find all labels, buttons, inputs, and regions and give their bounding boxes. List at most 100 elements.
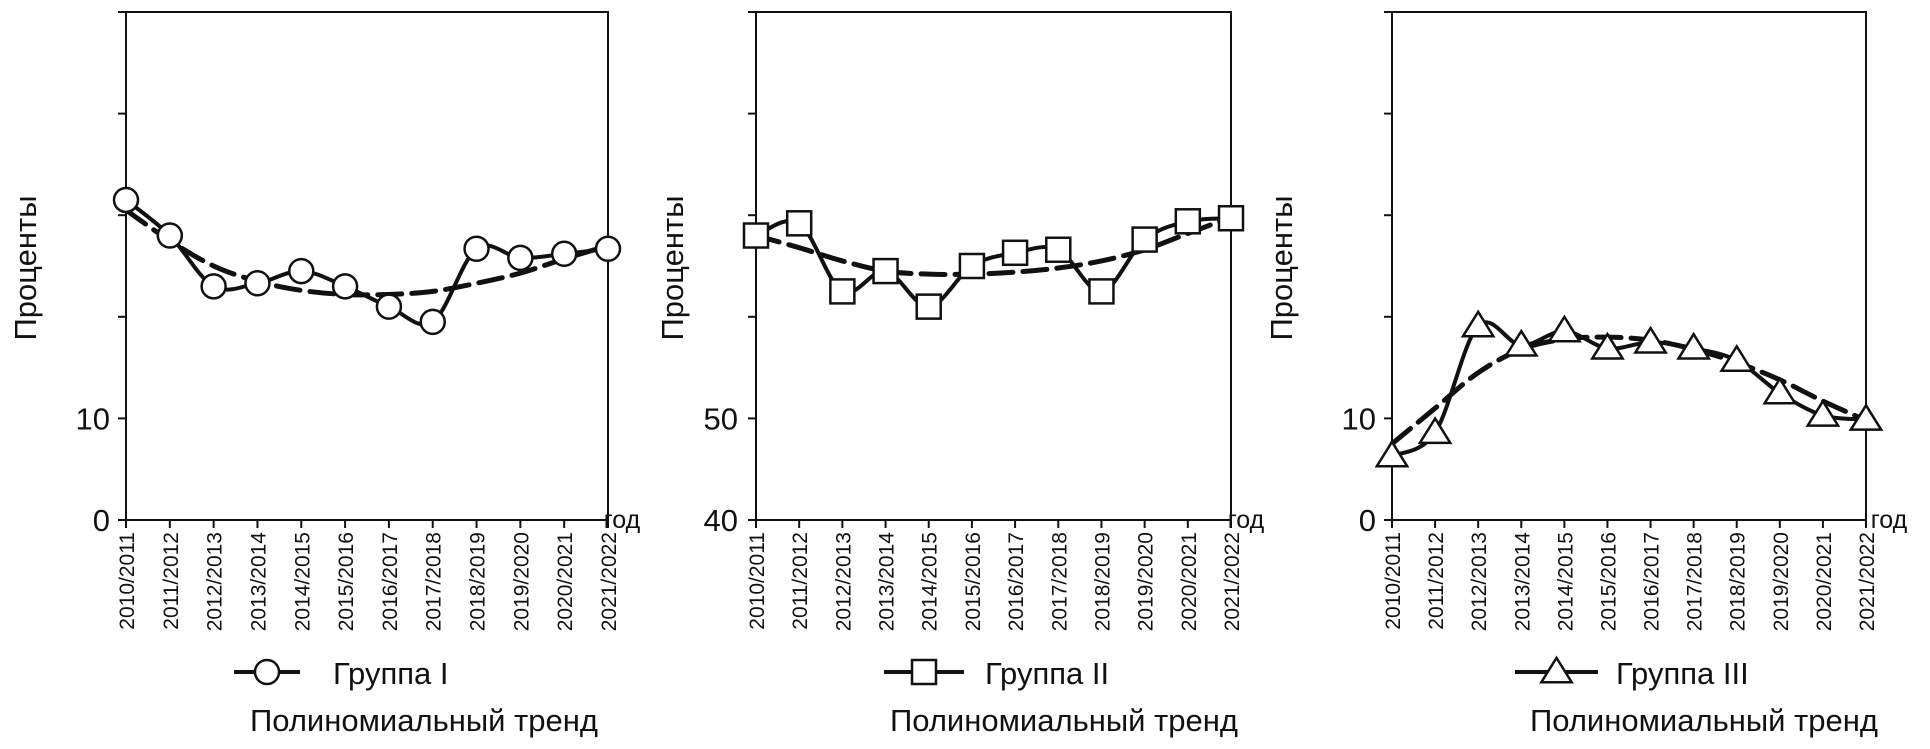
y-axis-title: Проценты — [1264, 195, 1299, 340]
legend-label: Группа I — [333, 656, 448, 691]
y-axis-title: Проценты — [8, 195, 43, 340]
data-point — [331, 273, 359, 300]
data-point — [1045, 236, 1072, 263]
data-point — [1848, 402, 1884, 431]
data-point — [958, 252, 986, 280]
data-point — [785, 210, 813, 237]
trend-legend-label: Полиномиальный тренд — [250, 703, 598, 738]
chart-group-1: 0 10 2010/2011 2011/2012 2012/2013 2013/2014 2… — [8, 11, 641, 738]
data-point — [829, 278, 856, 305]
data-point — [742, 222, 770, 249]
legend-marker — [1539, 655, 1574, 684]
y-tick-label: 0 — [1359, 503, 1376, 538]
x-tick-label: 2015/2016 — [962, 532, 985, 631]
data-point — [1417, 416, 1453, 445]
x-tick-label: 2012/2013 — [1468, 532, 1491, 631]
x-tick-label: 2013/2014 — [876, 532, 899, 632]
x-tick-label: 2017/2018 — [1048, 532, 1071, 631]
x-tick-label: 2014/2015 — [291, 532, 314, 631]
data-point — [1633, 325, 1668, 354]
x-tick-label: 2015/2016 — [1597, 532, 1620, 631]
series-line — [124, 198, 609, 327]
chart-group-2: 40 50 2010/2011 2011/2012 2012/2013 2013/2014… — [655, 11, 1265, 738]
trend-legend-label: Полиномиальный тренд — [890, 703, 1238, 738]
x-tick-label: 2021/2022 — [598, 532, 621, 631]
y-axis-title: Проценты — [655, 195, 690, 340]
x-tick-label: 2011/2012 — [789, 532, 812, 630]
x-tick-label: 2011/2012 — [1425, 532, 1448, 630]
legend-label: Группа III — [1616, 656, 1749, 691]
y-tick-label: 10 — [1342, 401, 1376, 436]
series-line — [755, 216, 1232, 309]
data-point — [1805, 398, 1841, 427]
plot-frame — [755, 11, 1232, 521]
data-point — [463, 235, 490, 262]
data-point — [1001, 239, 1029, 267]
data-point — [507, 244, 534, 272]
x-tick-label: 2020/2021 — [1813, 532, 1836, 631]
data-point — [156, 222, 184, 249]
plot-frame — [1391, 11, 1867, 521]
x-tick-label: 2010/2011 — [746, 532, 769, 630]
data-point — [1131, 226, 1158, 253]
data-point — [1590, 331, 1625, 360]
y-tick-label: 50 — [704, 401, 738, 436]
data-point — [872, 257, 899, 285]
data-point — [375, 293, 403, 320]
data-point — [550, 240, 578, 268]
legend-marker — [253, 658, 281, 686]
data-point — [1719, 343, 1755, 372]
x-tick-label: 2014/2015 — [919, 532, 942, 631]
x-unit-label: год — [1228, 506, 1265, 534]
legend-marker — [910, 658, 938, 686]
data-point — [244, 270, 271, 297]
y-tick-label: 0 — [93, 503, 110, 538]
x-tick-label: 2019/2020 — [1770, 532, 1793, 631]
x-tick-label: 2020/2021 — [1178, 532, 1201, 631]
plot-frame — [125, 11, 609, 521]
data-point — [1546, 314, 1582, 343]
data-point — [1217, 204, 1245, 232]
data-point — [1676, 331, 1712, 360]
data-point — [112, 186, 140, 214]
x-tick-label: 2018/2019 — [1091, 532, 1114, 631]
data-point — [288, 257, 315, 285]
x-tick-label: 2018/2019 — [467, 532, 490, 631]
trend-legend-label: Полиномиальный тренд — [1530, 703, 1878, 738]
trend-line — [1389, 334, 1869, 447]
data-point — [1762, 376, 1798, 405]
x-unit-label: год — [604, 506, 641, 534]
data-point — [915, 293, 942, 320]
x-tick-label: 2014/2015 — [1554, 532, 1577, 631]
data-point — [1503, 328, 1539, 357]
trend-line — [753, 214, 1234, 277]
x-tick-label: 2010/2011 — [1382, 532, 1405, 630]
x-tick-label: 2015/2016 — [335, 532, 358, 631]
x-tick-label: 2019/2020 — [510, 532, 533, 631]
x-tick-label: 2016/2017 — [1005, 532, 1028, 631]
data-point — [419, 308, 446, 336]
data-point — [1460, 309, 1496, 338]
x-tick-label: 2019/2020 — [1135, 532, 1158, 631]
x-tick-label: 2012/2013 — [204, 532, 227, 631]
x-tick-label: 2016/2017 — [1641, 532, 1664, 631]
y-tick-label: 10 — [76, 401, 110, 436]
x-tick-label: 2021/2022 — [1856, 532, 1879, 631]
x-tick-label: 2021/2022 — [1221, 532, 1244, 631]
x-unit-label: год — [1871, 506, 1908, 534]
y-tick-label: 40 — [704, 503, 738, 538]
x-tick-label: 2017/2018 — [423, 532, 446, 631]
data-point — [594, 235, 622, 262]
trend-line — [123, 207, 611, 298]
x-tick-label: 2020/2021 — [554, 532, 577, 631]
x-tick-label: 2010/2011 — [116, 532, 139, 630]
x-tick-label: 2016/2017 — [379, 532, 402, 631]
x-tick-label: 2017/2018 — [1684, 532, 1707, 631]
chart-group-3: 0 10 2010/2011 2011/2012 2012/2013 2013/2014 2… — [1264, 11, 1908, 738]
data-point — [200, 273, 227, 300]
x-tick-label: 2011/2012 — [160, 532, 183, 630]
data-point — [1374, 439, 1410, 468]
data-point — [1088, 278, 1115, 305]
x-tick-label: 2013/2014 — [247, 532, 270, 632]
